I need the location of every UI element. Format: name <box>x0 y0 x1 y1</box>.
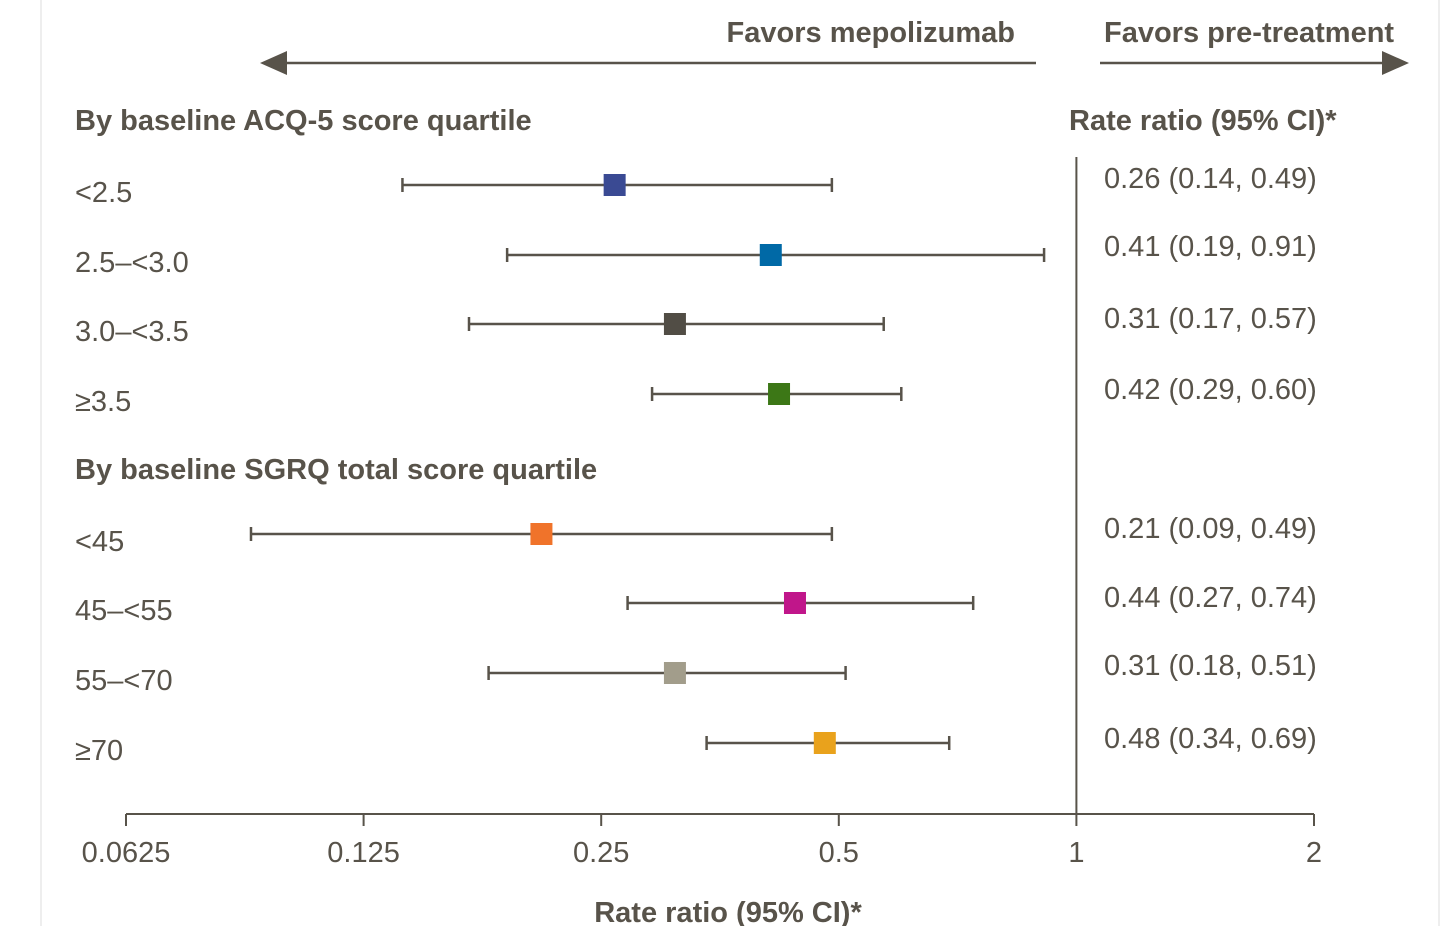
row-label: 45–<55 <box>75 595 173 627</box>
ci-value-text: 0.41 (0.19, 0.91) <box>1104 231 1317 263</box>
forest-rows: By baseline ACQ-5 score quartile <2.5 0.26… <box>75 105 1317 767</box>
row-label: ≥3.5 <box>75 386 131 418</box>
row-label: <45 <box>75 526 124 558</box>
x-tick-label: 0.0625 <box>82 837 171 869</box>
ci-value-text: 0.48 (0.34, 0.69) <box>1104 723 1317 755</box>
x-tick-label: 1 <box>1068 837 1084 869</box>
ci-value-text: 0.44 (0.27, 0.74) <box>1104 582 1317 614</box>
x-tick-label: 0.25 <box>573 837 629 869</box>
point-estimate-marker <box>663 662 686 684</box>
x-tick-label: 0.5 <box>819 837 859 869</box>
row-label: 3.0–<3.5 <box>75 316 189 348</box>
point-estimate-marker <box>663 313 686 335</box>
favors-right-label: Favors pre-treatment <box>1104 17 1394 49</box>
point-estimate-marker <box>768 383 791 405</box>
favors-left-label: Favors mepolizumab <box>727 17 1015 49</box>
point-estimate-marker <box>813 732 836 754</box>
group-title: By baseline SGRQ total score quartile <box>75 454 597 486</box>
x-tick-label: 0.125 <box>327 837 400 869</box>
point-estimate-marker <box>783 592 806 614</box>
right-arrow-head <box>1382 51 1409 75</box>
row-label: ≥70 <box>75 735 123 767</box>
point-estimate-marker <box>530 523 553 545</box>
group-title: By baseline ACQ-5 score quartile <box>75 105 532 137</box>
row-label: <2.5 <box>75 177 132 209</box>
left-border-line <box>40 0 42 926</box>
ci-value-text: 0.26 (0.14, 0.49) <box>1104 163 1317 195</box>
right-border-line <box>1438 0 1440 926</box>
x-axis-title: Rate ratio (95% CI)* <box>594 897 862 926</box>
direction-arrows: Favors mepolizumab Favors pre-treatment <box>260 17 1409 75</box>
point-estimate-marker <box>759 244 782 266</box>
left-arrow-head <box>260 51 287 75</box>
ci-value-text: 0.42 (0.29, 0.60) <box>1104 374 1317 406</box>
point-estimate-marker <box>603 174 626 196</box>
ci-value-text: 0.31 (0.18, 0.51) <box>1104 650 1317 682</box>
x-axis: 0.0625 0.125 0.25 0.5 1 2 <box>82 157 1322 869</box>
row-label: 2.5–<3.0 <box>75 247 189 279</box>
ci-column-header: Rate ratio (95% CI)* <box>1069 105 1337 137</box>
ci-value-text: 0.21 (0.09, 0.49) <box>1104 513 1317 545</box>
ci-value-text: 0.31 (0.17, 0.57) <box>1104 303 1317 335</box>
x-tick-label: 2 <box>1306 837 1322 869</box>
row-label: 55–<70 <box>75 665 173 697</box>
